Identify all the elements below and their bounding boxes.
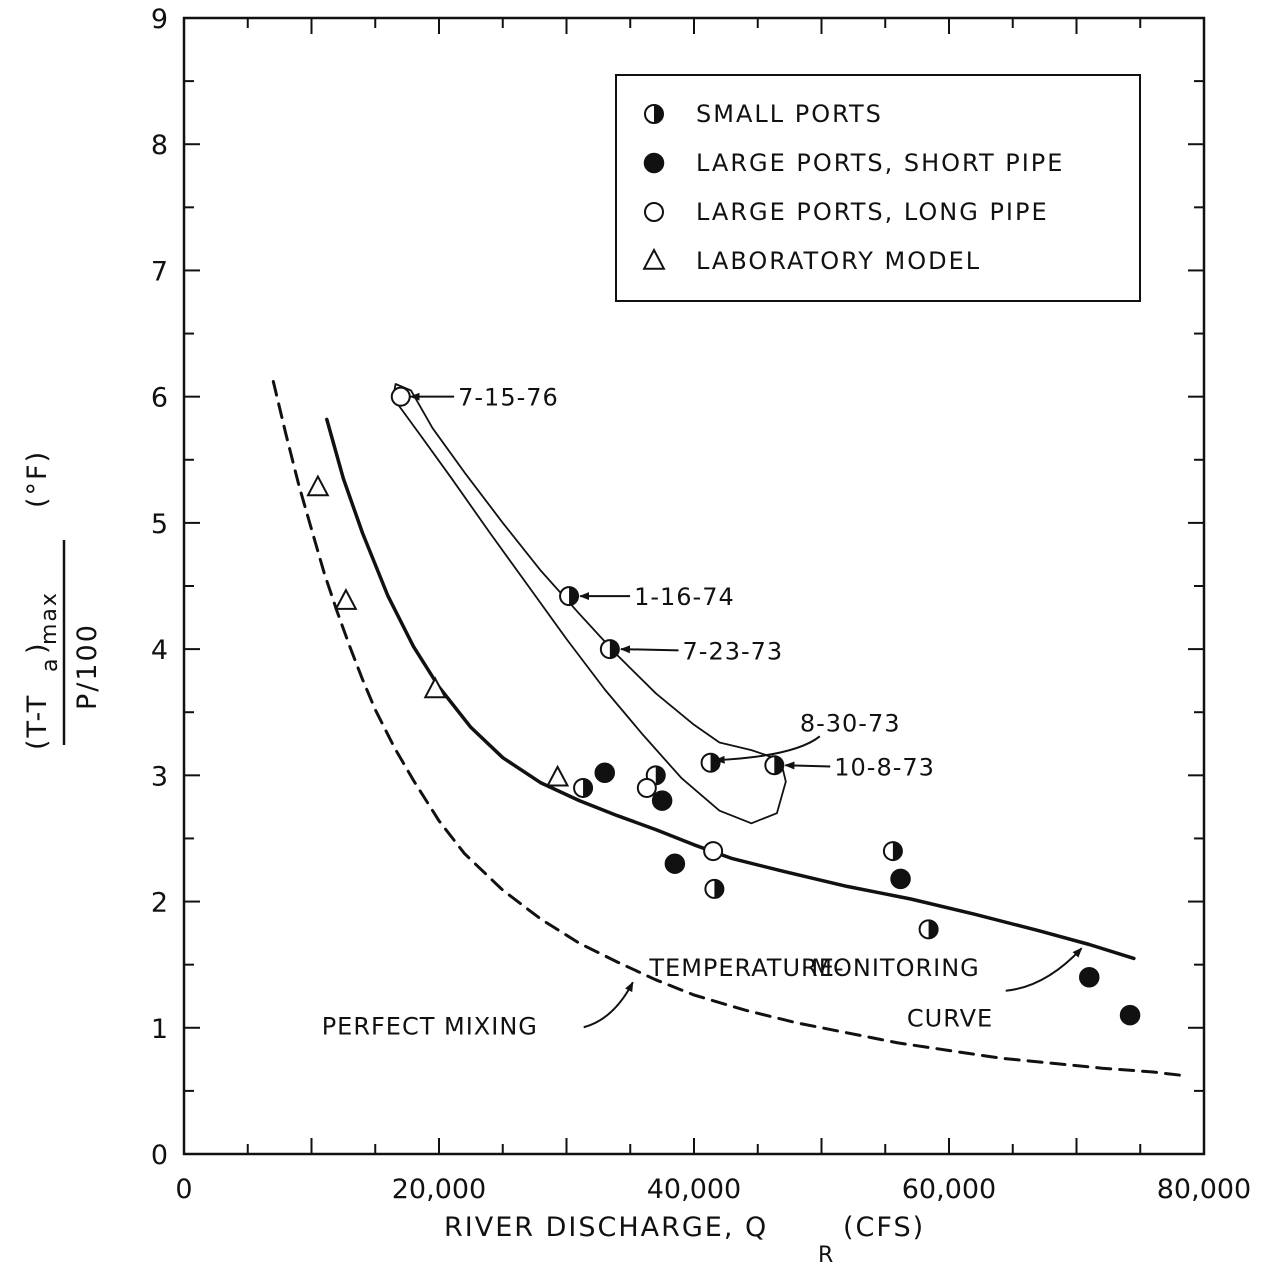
data-point-triangle xyxy=(306,474,330,497)
data-point-half xyxy=(559,586,580,607)
x-axis-title-subscript: R xyxy=(818,1243,835,1268)
legend-label-large-short: LARGE PORTS, SHORT PIPE xyxy=(696,149,1064,177)
legend-marker-open xyxy=(644,202,664,222)
y-tick-label: 1 xyxy=(151,1014,168,1045)
perfect-mixing-curve xyxy=(271,380,1187,1078)
data-point-filled xyxy=(594,762,615,784)
y-tick-label: 8 xyxy=(151,130,168,161)
y-title-numerator-sub: a xyxy=(38,657,63,672)
x-tick-label: 40,000 xyxy=(647,1174,741,1205)
data-point-open xyxy=(636,777,657,798)
data-point-triangle xyxy=(423,676,447,699)
data-point-open xyxy=(703,841,724,862)
data-point-half-fill xyxy=(714,879,724,898)
annotation-label: MONITORING xyxy=(811,954,979,982)
legend-marker-half xyxy=(644,104,664,124)
data-point-half-fill xyxy=(774,756,784,775)
data-point-filled xyxy=(1119,1004,1141,1026)
data-point-filled xyxy=(1079,967,1100,988)
data-point-half-fill xyxy=(655,766,665,785)
x-axis-title: RIVER DISCHARGE, Q xyxy=(444,1212,768,1243)
y-tick-label: 0 xyxy=(151,1140,168,1171)
y-title-max: max xyxy=(37,591,62,645)
annotation-label: CURVE xyxy=(907,1005,993,1033)
data-point-half xyxy=(700,752,721,773)
legend-label-large-long: LARGE PORTS, LONG PIPE xyxy=(696,198,1049,226)
annotation-label: 8-30-73 xyxy=(800,709,901,737)
y-title-numerator: (T-T xyxy=(22,694,53,750)
legend-marker-filled xyxy=(643,152,665,174)
y-title-numerator-close: ) xyxy=(22,641,53,654)
annotation-label: 7-23-73 xyxy=(683,637,784,665)
legend-box xyxy=(615,74,1141,302)
annotation-arrow xyxy=(619,645,679,654)
data-point-triangle xyxy=(546,764,570,787)
data-point-half xyxy=(764,755,785,776)
data-point-half-fill xyxy=(892,842,902,861)
data-point-filled xyxy=(651,790,673,811)
annotation-arrow-temperature-monitoring xyxy=(1005,947,1083,992)
y-tick-label: 6 xyxy=(151,383,168,414)
tick-labels: 0 20,000 40,000 60,000 80,000 0 1 2 3 4 5 6 7 8 9 xyxy=(151,4,1251,1205)
legend: SMALL PORTS LARGE PORTS, SHORT PIPE LARG… xyxy=(615,74,1141,302)
legend-label-small-ports: SMALL PORTS xyxy=(696,100,883,128)
curves xyxy=(271,380,1187,1078)
data-point-half-fill xyxy=(583,778,593,797)
annotation-arrow xyxy=(583,981,634,1029)
x-axis-title-unit: (CFS) xyxy=(843,1212,925,1243)
data-point-half xyxy=(599,639,620,660)
data-points xyxy=(306,386,1141,1026)
data-point-half-fill xyxy=(928,920,938,939)
legend-marker-half-fill xyxy=(654,105,663,123)
data-point-half-fill xyxy=(609,640,619,659)
legend-label-lab-model: LABORATORY MODEL xyxy=(696,247,981,275)
x-tick-label: 0 xyxy=(175,1174,192,1205)
y-tick-label: 4 xyxy=(151,635,168,666)
x-tick-label: 20,000 xyxy=(392,1174,486,1205)
y-title-unit: (°F) xyxy=(22,450,53,508)
tick-marks xyxy=(183,17,1205,1155)
data-point-filled xyxy=(664,853,686,874)
annotation-label: 1-16-74 xyxy=(634,583,735,611)
envelope-loop xyxy=(393,383,787,825)
y-tick-label: 5 xyxy=(151,509,168,540)
temperature-monitoring-curve xyxy=(325,417,1136,961)
annotation-label: 7-15-76 xyxy=(458,384,559,412)
annotation-label: TEMPERATURE- xyxy=(648,954,844,982)
annotation-label: 10-8-73 xyxy=(834,753,935,781)
y-axis-title: (T-T a ) max P/100 (°F) xyxy=(22,450,103,750)
annotation-label: PERFECT MIXING xyxy=(322,1012,538,1040)
y-tick-label: 3 xyxy=(151,761,168,792)
x-tick-label: 80,000 xyxy=(1157,1174,1251,1205)
data-point-half-fill xyxy=(569,587,579,606)
annotation-arrow xyxy=(784,761,831,770)
y-title-denominator: P/100 xyxy=(72,623,103,710)
y-tick-label: 7 xyxy=(151,256,168,287)
x-tick-label: 60,000 xyxy=(902,1174,996,1205)
data-point-filled xyxy=(890,868,911,890)
annotation-arrow xyxy=(714,735,821,764)
legend-markers xyxy=(642,104,666,270)
data-point-half xyxy=(704,878,725,899)
legend-marker-triangle xyxy=(642,247,666,270)
data-point-half xyxy=(573,777,594,798)
annotations: 7-15-76 1-16-74 7-23-73 8-30-73 10-8-73 PERFE… xyxy=(322,384,1083,1040)
data-point-half xyxy=(882,841,903,862)
y-tick-label: 2 xyxy=(151,888,168,919)
y-tick-label: 9 xyxy=(151,4,168,35)
data-point-half xyxy=(918,919,939,940)
data-point-triangle xyxy=(334,588,358,610)
data-point-open xyxy=(390,386,411,407)
